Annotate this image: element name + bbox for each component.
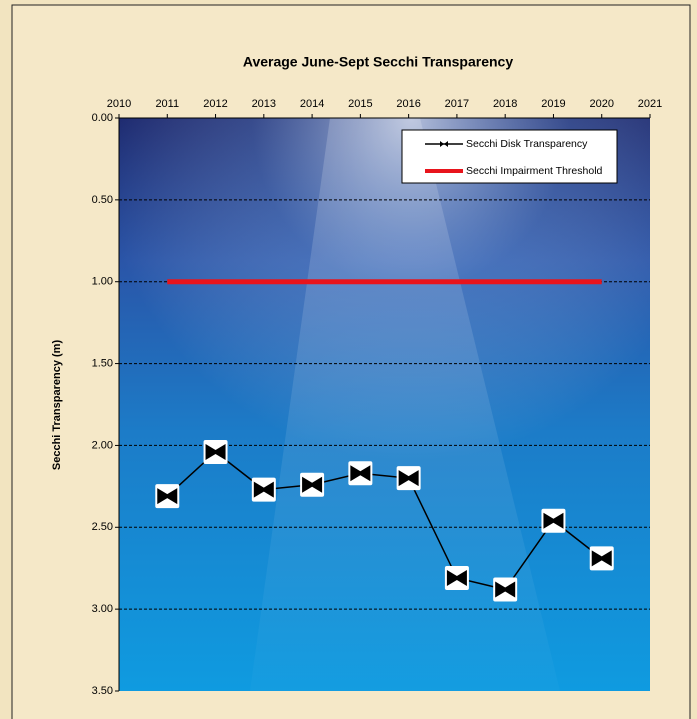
y-tick-label: 2.50 <box>92 521 113 533</box>
data-point <box>300 473 324 497</box>
data-point <box>493 577 517 601</box>
x-tick-label: 2018 <box>493 98 517 110</box>
legend-label: Secchi Impairment Threshold <box>466 165 603 177</box>
data-point <box>541 509 565 533</box>
data-point <box>348 461 372 485</box>
data-point <box>397 466 421 490</box>
x-tick-label: 2019 <box>541 98 565 110</box>
y-tick-label: 3.50 <box>92 685 113 697</box>
y-axis-label: Secchi Transparency (m) <box>51 340 63 471</box>
x-tick-label: 2014 <box>300 98 324 110</box>
x-tick-label: 2010 <box>107 98 131 110</box>
y-tick-label: 2.00 <box>92 439 113 451</box>
x-tick-label: 2016 <box>396 98 420 110</box>
legend-label: Secchi Disk Transparency <box>466 138 588 150</box>
data-point <box>155 484 179 508</box>
x-tick-label: 2017 <box>445 98 469 110</box>
y-tick-label: 1.00 <box>92 276 113 288</box>
x-tick-label: 2013 <box>252 98 276 110</box>
data-point <box>445 566 469 590</box>
data-point <box>590 546 614 570</box>
chart: Average June-Sept Secchi Transparency Se… <box>0 0 697 719</box>
y-tick-label: 0.50 <box>92 194 113 206</box>
x-tick-label: 2020 <box>589 98 613 110</box>
legend: Secchi Disk Transparency Secchi Impairmen… <box>402 130 617 183</box>
x-tick-label: 2021 <box>638 98 662 110</box>
x-tick-label: 2012 <box>203 98 227 110</box>
y-tick-label: 0.00 <box>92 112 113 124</box>
page: Average June-Sept Secchi Transparency Se… <box>0 0 697 719</box>
data-point <box>204 440 228 464</box>
chart-title: Average June-Sept Secchi Transparency <box>243 54 513 70</box>
data-point <box>252 478 276 502</box>
x-tick-label: 2011 <box>155 98 179 110</box>
x-tick-label: 2015 <box>348 98 372 110</box>
y-tick-label: 1.50 <box>92 357 113 369</box>
y-tick-label: 3.00 <box>92 603 113 615</box>
